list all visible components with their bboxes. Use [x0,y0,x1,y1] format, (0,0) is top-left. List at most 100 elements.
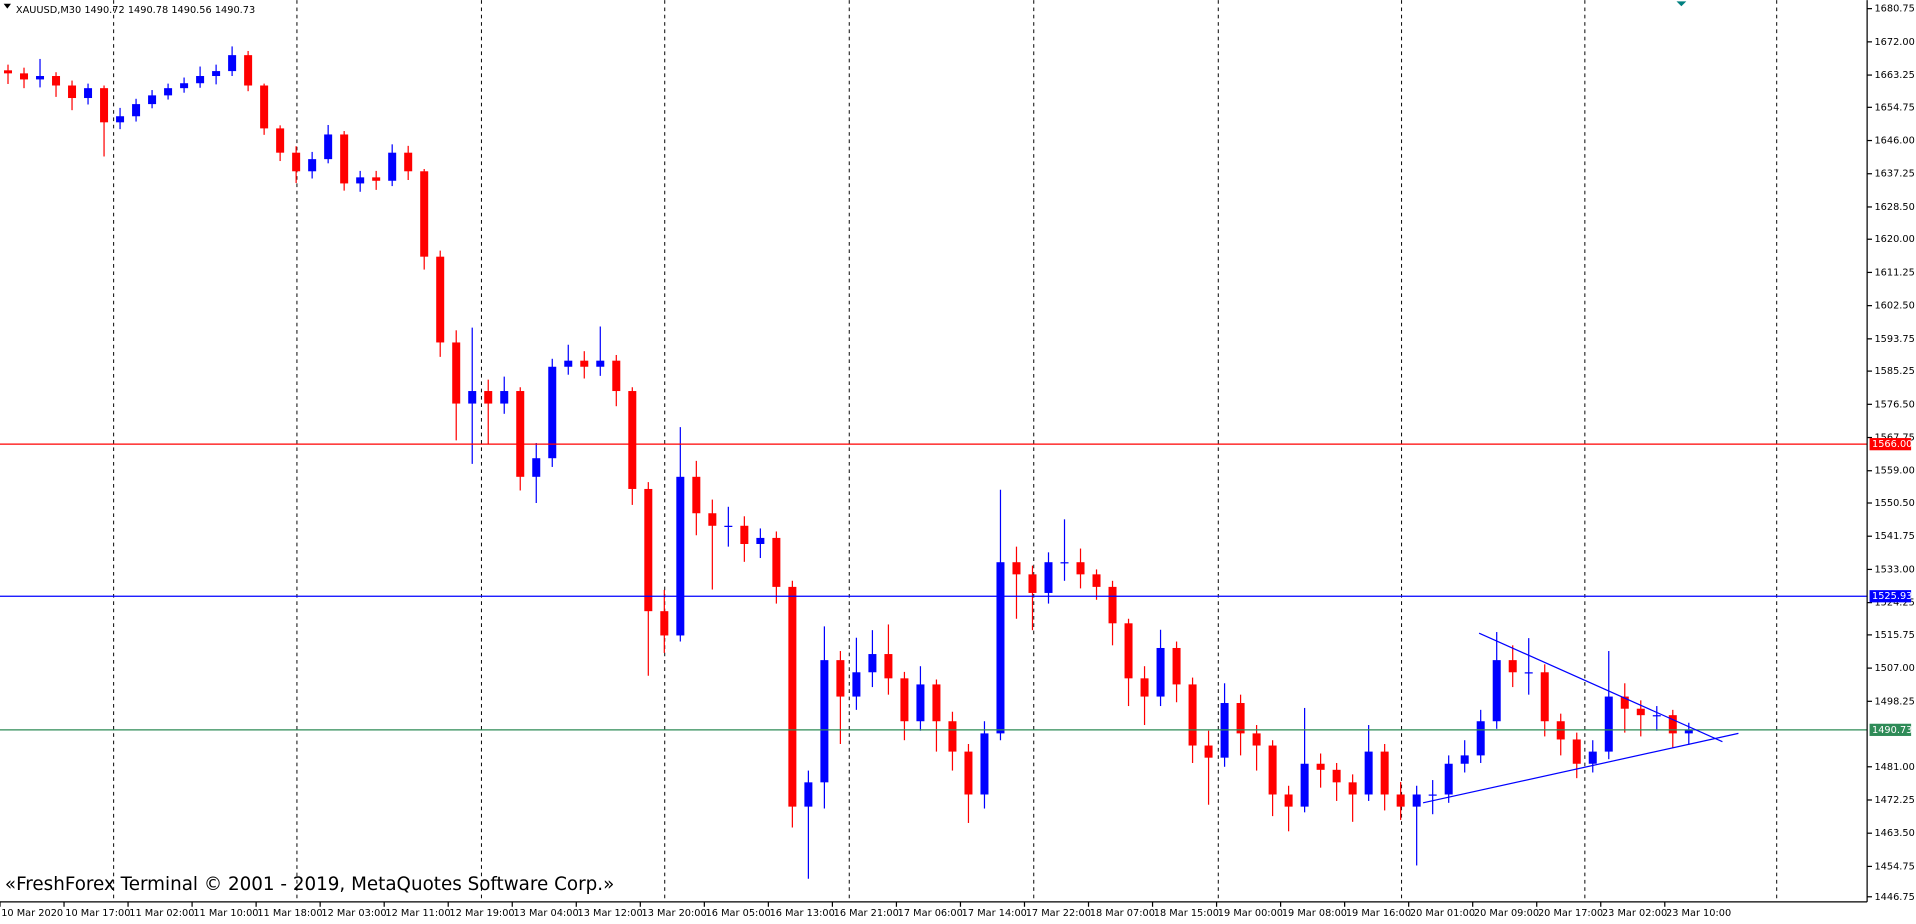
candle-body [1508,660,1517,673]
y-tick-label: 1515.75 [1874,630,1914,641]
candle-body [1172,647,1181,685]
y-tick-label: 1472.25 [1874,795,1914,806]
candle-body [1684,729,1693,734]
y-tick-label: 1454.75 [1874,861,1914,872]
candle-body [820,660,829,783]
y-tick-label: 1541.75 [1874,531,1914,542]
candle-body [1652,715,1661,717]
x-tick-label: 19 Mar 08:00 [1282,908,1347,919]
candle-body [1124,623,1133,679]
y-tick-label: 1654.75 [1874,102,1914,113]
candle-body [148,95,157,105]
plot [0,46,1868,879]
candle-body [532,458,541,477]
x-tick-label: 19 Mar 00:00 [1218,908,1283,919]
menu-icon[interactable] [3,3,11,9]
candle-body [1188,684,1197,746]
price-level-label: 1566.00 [1872,439,1912,450]
candle-body [756,537,765,544]
candle-body [1444,763,1453,795]
candle-body [1460,755,1469,764]
y-tick-label: 1463.50 [1874,828,1914,839]
x-tick-label: 12 Mar 11:00 [385,908,450,919]
candle-body [772,537,781,587]
candle-body [404,152,413,172]
price-level-tag [1869,723,1912,736]
y-tick-label: 1481.00 [1874,762,1914,773]
shift-marker [1676,1,1687,7]
candle-body [852,672,861,697]
trendline [1422,732,1739,804]
x-tick-label: 11 Mar 10:00 [193,908,258,919]
x-tick-label: 16 Mar 21:00 [834,908,899,919]
price-level-label: 1525.93 [1872,591,1912,602]
candle-body [1252,733,1261,746]
y-tick-label: 1680.75 [1874,4,1914,15]
x-tick-label: 23 Mar 10:00 [1666,908,1731,919]
candle-body [1108,586,1117,624]
candle-body [612,360,621,392]
candle-body [740,525,749,544]
candle-body [1540,672,1549,722]
candle-body [356,177,365,184]
candle-body [692,476,701,514]
candle-body [1668,715,1677,734]
candle-body [132,104,141,117]
quote-close: 1490.73 [215,5,255,16]
x-tick-label: 12 Mar 03:00 [321,908,386,919]
price-level-tag [1869,438,1912,451]
candle-body [212,71,221,77]
candle-body [1636,708,1645,716]
candle-body [1348,782,1357,795]
candle-body [948,721,957,752]
candle-body [1524,672,1533,674]
candle-body [1044,562,1053,593]
x-tick-label: 10 Mar 2020 [1,908,63,919]
candle-body [1572,739,1581,764]
quote-low: 1490.56 [171,5,211,16]
x-tick-label: 10 Mar 17:00 [65,908,130,919]
candle-body [84,88,93,99]
candle-body [1364,751,1373,795]
y-tick-label: 1524.25 [1874,598,1914,609]
candle-body [452,342,461,404]
candle-body [116,116,125,123]
quote-open: 1490.72 [84,5,124,16]
candle-body [1060,562,1069,564]
x-tick-label: 17 Mar 14:00 [962,908,1027,919]
candle-body [1332,769,1341,783]
y-tick-label: 1663.25 [1874,70,1914,81]
candle-body [164,88,173,96]
candle-body [660,611,669,636]
y-tick-label: 1637.25 [1874,169,1914,180]
x-tick-label: 20 Mar 01:00 [1410,908,1475,919]
candle-body [724,525,733,527]
quote-high: 1490.78 [128,5,168,16]
candle-body [292,152,301,172]
y-tick-label: 1585.25 [1874,366,1914,377]
x-tick-label: 13 Mar 20:00 [642,908,707,919]
candle-body [676,476,685,636]
candle-body [1588,751,1597,764]
candle-body [964,751,973,795]
x-tick-label: 18 Mar 15:00 [1154,908,1219,919]
candle-body [564,360,573,367]
candle-body [836,660,845,697]
candle-body [308,159,317,172]
chart-header: XAUUSD,M30 1490.72 1490.78 1490.56 1490.… [16,5,255,16]
candle-body [804,782,813,807]
candle-body [548,366,557,459]
candle-body [1316,763,1325,770]
candle-body [260,85,269,129]
x-tick-label: 16 Mar 13:00 [770,908,835,919]
candle-body [100,88,109,123]
y-tick-label: 1559.00 [1874,466,1914,477]
candle-body [1412,794,1421,807]
candle-body [788,586,797,807]
candle-body [244,55,253,86]
watermark: «FreshForex Terminal © 2001 - 2019, Meta… [5,874,614,895]
candle-body [628,391,637,489]
x-tick-label: 12 Mar 19:00 [449,908,514,919]
candle-body [372,177,381,181]
